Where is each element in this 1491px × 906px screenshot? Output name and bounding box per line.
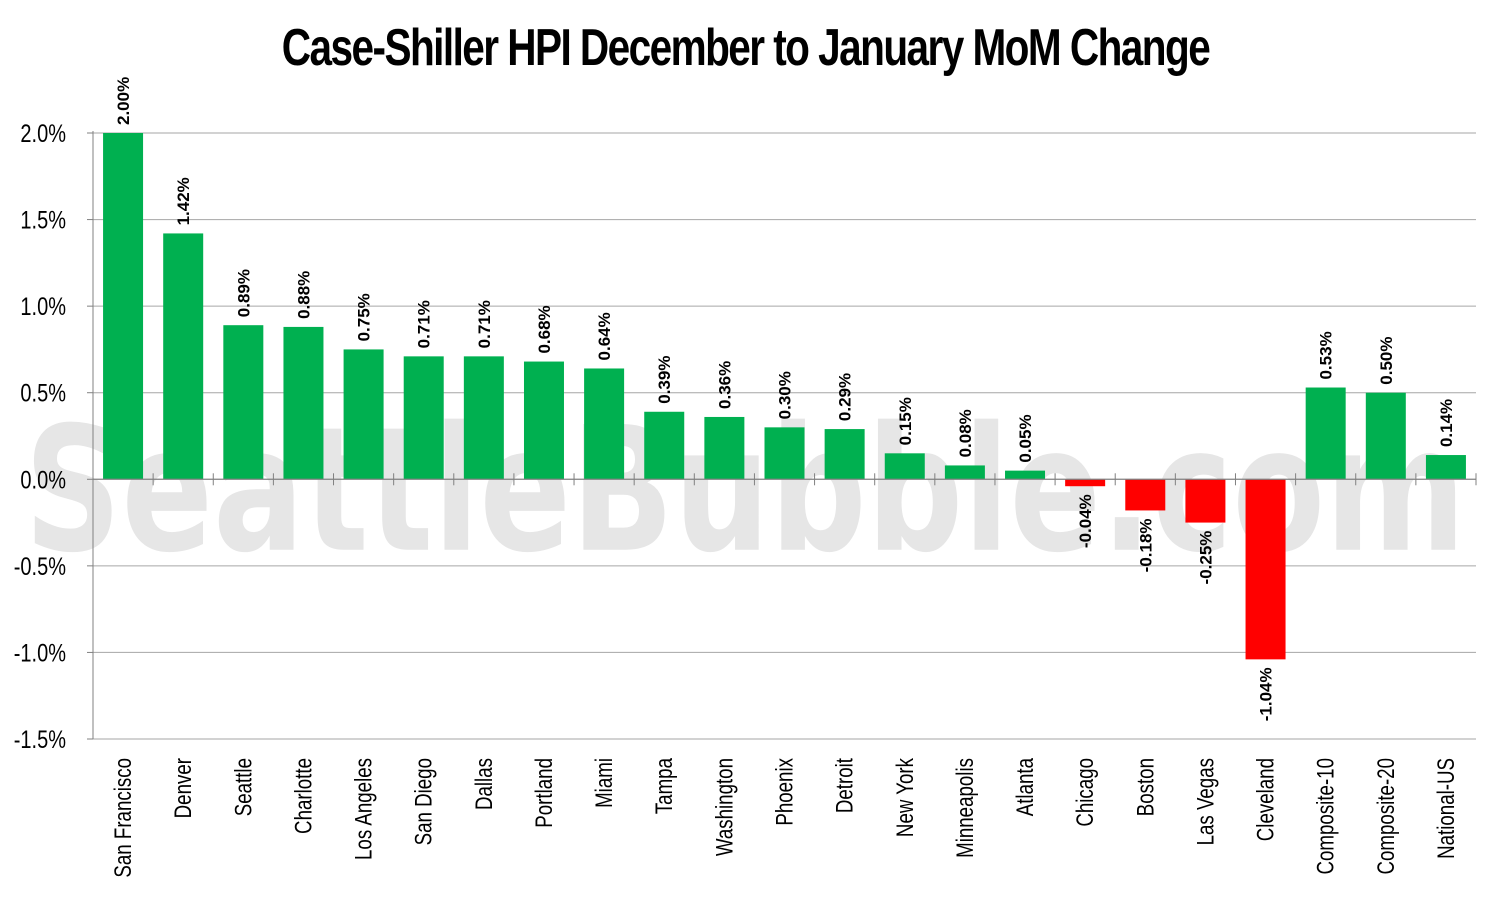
x-tick-label: Denver xyxy=(170,758,197,818)
bar xyxy=(463,356,504,480)
data-label: 0.50% xyxy=(1377,337,1396,385)
bar xyxy=(1065,479,1106,487)
x-tick-label: Cleveland xyxy=(1252,758,1279,841)
bar xyxy=(283,326,324,480)
y-tick-label: 1.5% xyxy=(20,206,66,234)
x-tick-label: Portland xyxy=(531,758,558,828)
x-tick-label: Minneapolis xyxy=(952,758,979,858)
bar xyxy=(343,349,384,480)
bar xyxy=(884,453,925,480)
x-tick-label: Miami xyxy=(591,758,618,808)
watermark: SeattleBubble.com xyxy=(24,389,1466,591)
data-label: 0.15% xyxy=(896,397,915,445)
x-tick-label: Composite-10 xyxy=(1312,758,1339,875)
x-tick-label: San Diego xyxy=(411,758,438,845)
data-label: -0.25% xyxy=(1196,531,1215,585)
data-label: 0.05% xyxy=(1016,414,1035,462)
x-tick-label: Charlotte xyxy=(290,758,317,834)
x-tick-label: San Francisco xyxy=(110,758,137,878)
y-tick-label: 0.0% xyxy=(20,466,66,494)
x-tick-label: Phoenix xyxy=(771,758,798,826)
y-tick-label: -0.5% xyxy=(14,553,66,581)
y-tick-label: 0.5% xyxy=(20,380,66,408)
bar xyxy=(163,233,204,480)
bar xyxy=(523,361,564,480)
x-tick-label: Tampa xyxy=(651,758,678,814)
x-tick-label: Washington xyxy=(711,758,738,856)
y-tick-label: 2.0% xyxy=(20,120,66,148)
bar xyxy=(824,429,865,480)
x-tick-label: Dallas xyxy=(471,758,498,810)
bar xyxy=(1185,479,1226,523)
data-label: 0.29% xyxy=(836,373,855,421)
bar xyxy=(1365,392,1406,480)
data-label: 0.75% xyxy=(355,293,374,341)
data-label: 0.08% xyxy=(956,409,975,457)
data-label: 0.14% xyxy=(1437,399,1456,447)
bar xyxy=(1245,479,1286,660)
bar xyxy=(944,465,985,480)
bar xyxy=(644,411,685,480)
x-tick-label: National-US xyxy=(1433,758,1460,859)
bar xyxy=(704,416,745,480)
x-tick-label: New York xyxy=(892,758,919,837)
data-label: 0.53% xyxy=(1317,331,1336,379)
x-tick-label: Atlanta xyxy=(1012,758,1039,816)
data-label: 0.36% xyxy=(715,361,734,409)
data-label: 0.89% xyxy=(234,269,253,317)
y-tick-label: -1.0% xyxy=(14,639,66,667)
x-tick-label: Los Angeles xyxy=(350,758,377,860)
bar xyxy=(103,133,144,480)
bar xyxy=(1305,387,1346,480)
chart-title: Case-Shiller HPI December to January MoM… xyxy=(281,19,1211,77)
data-label: 0.64% xyxy=(595,312,614,360)
bar xyxy=(584,368,625,480)
x-tick-label: Boston xyxy=(1132,758,1159,816)
x-tick-label: Las Vegas xyxy=(1192,758,1219,845)
data-label: 0.39% xyxy=(655,356,674,404)
bar xyxy=(1425,455,1466,480)
x-tick-label: Seattle xyxy=(230,758,257,816)
data-label: 0.71% xyxy=(475,300,494,348)
data-label: 0.30% xyxy=(776,371,795,419)
y-tick-label: -1.5% xyxy=(14,726,66,754)
bar xyxy=(1005,470,1046,480)
bar xyxy=(223,325,264,480)
bar xyxy=(1125,479,1166,511)
x-tick-label: Chicago xyxy=(1072,758,1099,827)
bar xyxy=(403,356,444,480)
data-label: 2.00% xyxy=(114,77,133,125)
x-tick-label: Detroit xyxy=(831,758,858,813)
data-label: -1.04% xyxy=(1257,667,1276,721)
data-label: 0.68% xyxy=(535,305,554,353)
data-label: 1.42% xyxy=(174,177,193,225)
data-label: 0.71% xyxy=(415,300,434,348)
bar xyxy=(764,427,805,480)
data-label: -0.04% xyxy=(1076,494,1095,548)
x-tick-label: Composite-20 xyxy=(1373,758,1400,875)
y-tick-label: 1.0% xyxy=(20,293,66,321)
data-label: 0.88% xyxy=(294,271,313,319)
data-label: -0.18% xyxy=(1136,518,1155,572)
